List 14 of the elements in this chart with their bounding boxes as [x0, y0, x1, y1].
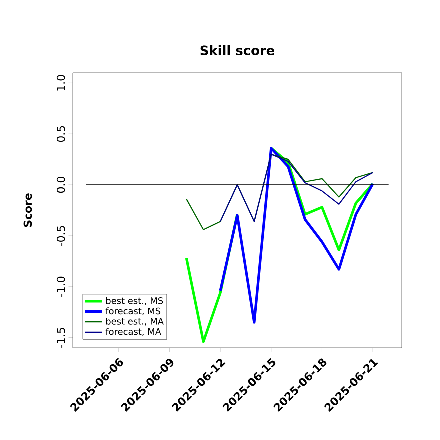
legend-label: best est., MA: [106, 318, 164, 326]
y-tick-label: 0.5: [56, 126, 66, 142]
legend-label: best est., MS: [106, 297, 164, 306]
chart-title: Skill score: [200, 45, 274, 56]
y-tick-label: -1.0: [56, 276, 66, 298]
legend-label: forecast, MA: [106, 328, 162, 336]
y-tick-label: 0.0: [56, 177, 66, 194]
y-tick-label: -1.5: [57, 328, 66, 348]
line-series: [219, 147, 374, 324]
line-series: [220, 154, 374, 222]
y-axis-title: Score: [24, 194, 32, 228]
y-tick-label: -0.5: [56, 226, 66, 246]
legend-label: forecast, MS: [106, 308, 161, 316]
y-tick-label: 1.0: [56, 75, 66, 91]
